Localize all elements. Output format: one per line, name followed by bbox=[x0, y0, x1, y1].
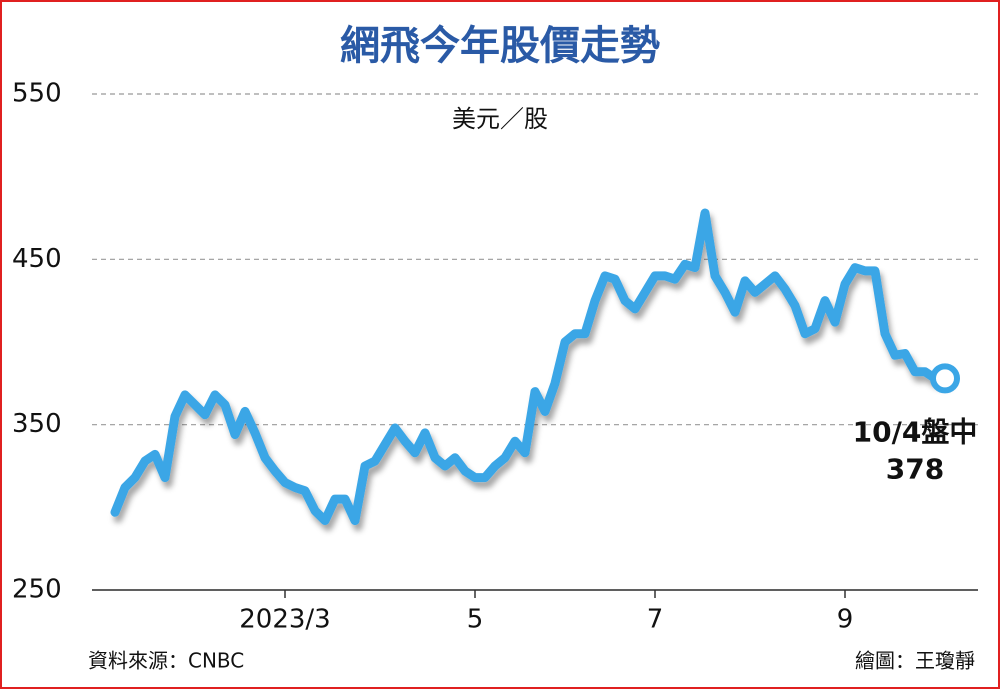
annotation: 10/4盤中 bbox=[853, 415, 978, 448]
x-tick-label: 2023/3 bbox=[239, 605, 330, 635]
price-line bbox=[110, 208, 950, 526]
last-point bbox=[930, 363, 960, 394]
y-tick-label: 450 bbox=[12, 244, 62, 274]
chart-title: 網飛今年股價走勢 bbox=[340, 23, 660, 69]
x-tick-label: 5 bbox=[467, 605, 484, 635]
y-tick-label: 250 bbox=[12, 575, 62, 605]
y-tick-label: 550 bbox=[12, 79, 62, 109]
x-tick-label: 7 bbox=[647, 605, 664, 635]
x-tick-label: 9 bbox=[837, 605, 854, 635]
source: 資料來源：CNBC bbox=[88, 649, 244, 673]
annotation-value: 378 bbox=[886, 452, 944, 485]
y-tick-label: 350 bbox=[12, 409, 62, 439]
credit: 繪圖：王瓊靜 bbox=[855, 649, 975, 673]
y-unit: 美元／股 bbox=[452, 105, 548, 133]
